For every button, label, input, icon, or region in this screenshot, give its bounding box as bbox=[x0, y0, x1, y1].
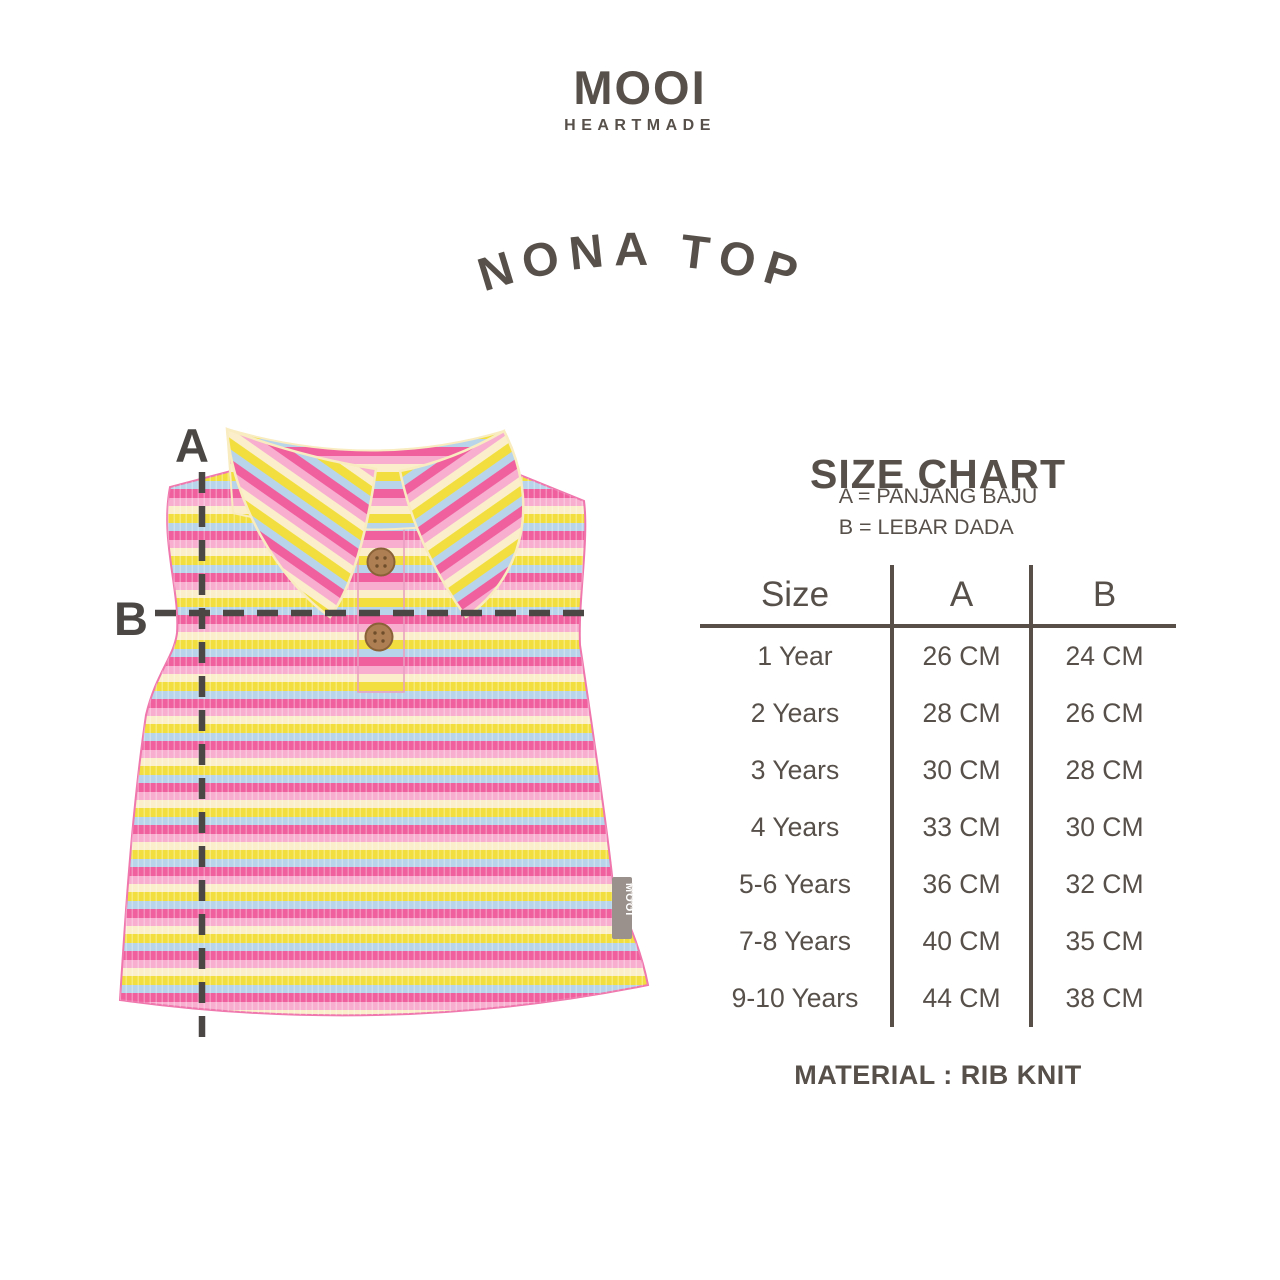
legend-a: A = PANJANG BAJU bbox=[838, 484, 1038, 508]
table-cell-a: 36 CM bbox=[890, 856, 1033, 913]
table-cell-a: 30 CM bbox=[890, 742, 1033, 799]
product-title: NONA TOP bbox=[472, 222, 809, 301]
table-cell-a: 28 CM bbox=[890, 685, 1033, 742]
column-header-a: A bbox=[890, 565, 1033, 628]
table-cell-a: 26 CM bbox=[890, 628, 1033, 685]
tag-brand-text: MOOI bbox=[623, 883, 635, 916]
size-chart-table: Size A B 1 Year 26 CM 24 CM 2 Years 28 C… bbox=[700, 565, 1176, 1027]
collar-flap-right bbox=[398, 429, 525, 619]
measure-label-a: A bbox=[175, 419, 209, 472]
table-cell-b: 32 CM bbox=[1065, 869, 1144, 899]
brand-logo: MOOI HEARTMADE bbox=[0, 64, 1280, 134]
table-cell-a: 44 CM bbox=[890, 970, 1033, 1027]
table-cell-size: 7-8 Years bbox=[739, 926, 851, 956]
tag-sub-text: HEARTMADE bbox=[630, 883, 634, 910]
table-cell-size: 1 Year bbox=[757, 641, 833, 671]
size-chart-title: SIZE CHART bbox=[810, 451, 1066, 498]
table-cell-size: 3 Years bbox=[750, 755, 840, 785]
measure-label-b: B bbox=[114, 592, 148, 645]
legend-b: B = LEBAR DADA bbox=[838, 515, 1014, 539]
table-cell-b: 26 CM bbox=[1065, 698, 1144, 728]
material-note: MATERIAL : RIB KNIT bbox=[794, 1060, 1082, 1090]
collar-flap-left bbox=[225, 427, 378, 619]
garment-collar bbox=[225, 427, 525, 619]
garment-diagram: MOOI HEARTMADE A B bbox=[114, 419, 649, 1038]
garment-side-tag: MOOI HEARTMADE bbox=[612, 877, 635, 939]
table-cell-size: 2 Years bbox=[750, 698, 840, 728]
button-top bbox=[366, 547, 396, 577]
table-cell-b: 38 CM bbox=[1065, 983, 1144, 1013]
table-cell-b: 30 CM bbox=[1065, 812, 1144, 842]
table-cell-a: 40 CM bbox=[890, 913, 1033, 970]
brand-name: MOOI bbox=[573, 61, 707, 114]
table-cell-size: 5-6 Years bbox=[739, 869, 851, 899]
button-bottom bbox=[364, 622, 394, 652]
size-chart-legend: A = PANJANG BAJU B = LEBAR DADA bbox=[700, 481, 1176, 543]
table-cell-b: 28 CM bbox=[1065, 755, 1144, 785]
column-header-size: Size bbox=[700, 565, 890, 628]
table-cell-b: 24 CM bbox=[1065, 641, 1144, 671]
table-cell-b: 35 CM bbox=[1065, 926, 1144, 956]
table-cell-size: 9-10 Years bbox=[731, 983, 859, 1013]
table-cell-a: 33 CM bbox=[890, 799, 1033, 856]
brand-tagline: HEARTMADE bbox=[564, 117, 716, 134]
garment-placket bbox=[357, 516, 405, 693]
table-cell-size: 4 Years bbox=[750, 812, 840, 842]
product-title-arc: NONA TOP bbox=[472, 222, 809, 301]
column-header-b: B bbox=[1033, 565, 1176, 628]
